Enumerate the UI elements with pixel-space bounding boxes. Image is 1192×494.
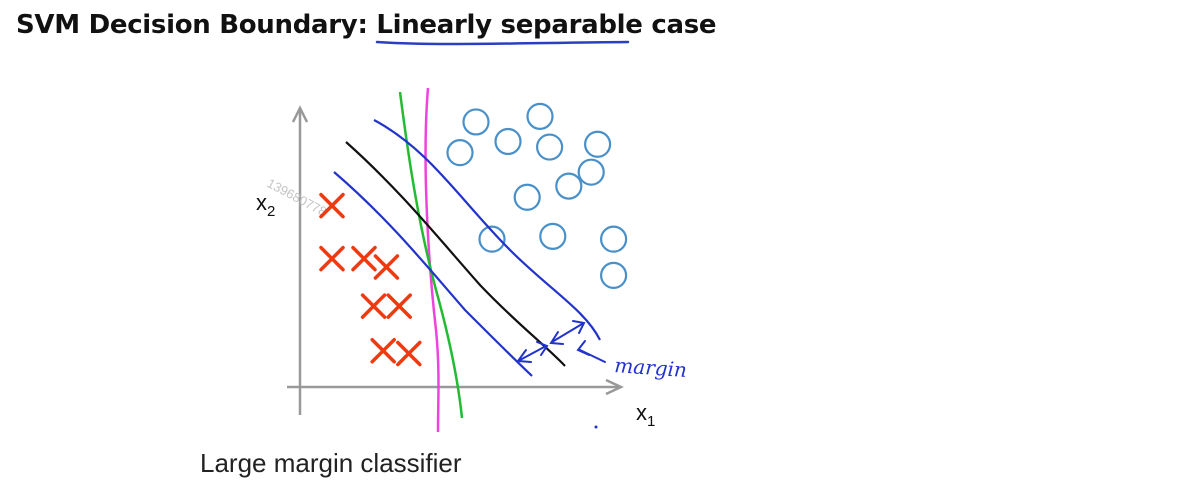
- slide-title: SVM Decision Boundary: Linearly separabl…: [16, 10, 717, 40]
- x-axis-label: x1: [636, 400, 655, 430]
- negative-example-cross: [319, 245, 345, 272]
- arrowhead-upper-left: [549, 331, 564, 345]
- y-axis-label: x2: [256, 190, 275, 220]
- arrowhead-upper-right: [572, 320, 586, 334]
- negative-example-cross: [370, 337, 396, 364]
- positive-example-circle: [555, 172, 583, 200]
- positive-example-circle: [462, 108, 490, 136]
- pointer-arrowhead: [576, 340, 590, 356]
- margin-label: margin: [614, 353, 688, 382]
- arrowhead-lower-left: [516, 349, 532, 363]
- positive-example-circle: [583, 130, 612, 158]
- positive-example-circle: [539, 222, 567, 250]
- positive-example-circle: [599, 225, 628, 253]
- x-axis-arrowhead: [605, 378, 624, 396]
- negative-example-cross: [351, 245, 377, 272]
- decision-boundary-line: [345, 141, 566, 367]
- negative-example-cross: [373, 254, 400, 280]
- caption: Large margin classifier: [200, 448, 462, 478]
- positive-example-circle: [599, 261, 628, 289]
- title-underlined-phrase: Linearly separable: [376, 10, 643, 40]
- margin-width-arrow-upper: [551, 323, 583, 343]
- positive-example-circle: [446, 139, 474, 167]
- positive-example-circle: [577, 158, 605, 186]
- stray-dot: [594, 425, 598, 429]
- lower-margin-line: [333, 171, 533, 377]
- margin-width-arrow-lower: [519, 345, 547, 361]
- y-axis-arrowhead: [291, 105, 309, 123]
- upper-margin-line: [373, 119, 601, 341]
- negative-example-cross: [396, 340, 422, 367]
- positive-example-circle: [494, 127, 522, 156]
- negative-example-cross: [386, 293, 412, 319]
- title-underline: [375, 40, 630, 46]
- negative-example-cross: [360, 293, 387, 319]
- title-suffix: case: [642, 10, 717, 40]
- margin-arrows: [516, 320, 606, 363]
- magenta-boundary-line: [424, 87, 440, 433]
- positive-example-circle: [526, 102, 554, 130]
- negative-examples: [319, 192, 422, 367]
- positive-examples: [446, 102, 628, 289]
- positive-example-circle: [478, 225, 506, 253]
- title-prefix: SVM Decision Boundary:: [16, 10, 377, 40]
- green-boundary-line: [398, 91, 464, 419]
- positive-example-circle: [513, 183, 541, 211]
- positive-example-circle: [535, 133, 564, 161]
- arrowhead-lower-right: [536, 341, 549, 356]
- axes: [287, 105, 624, 415]
- negative-example-cross: [319, 192, 345, 219]
